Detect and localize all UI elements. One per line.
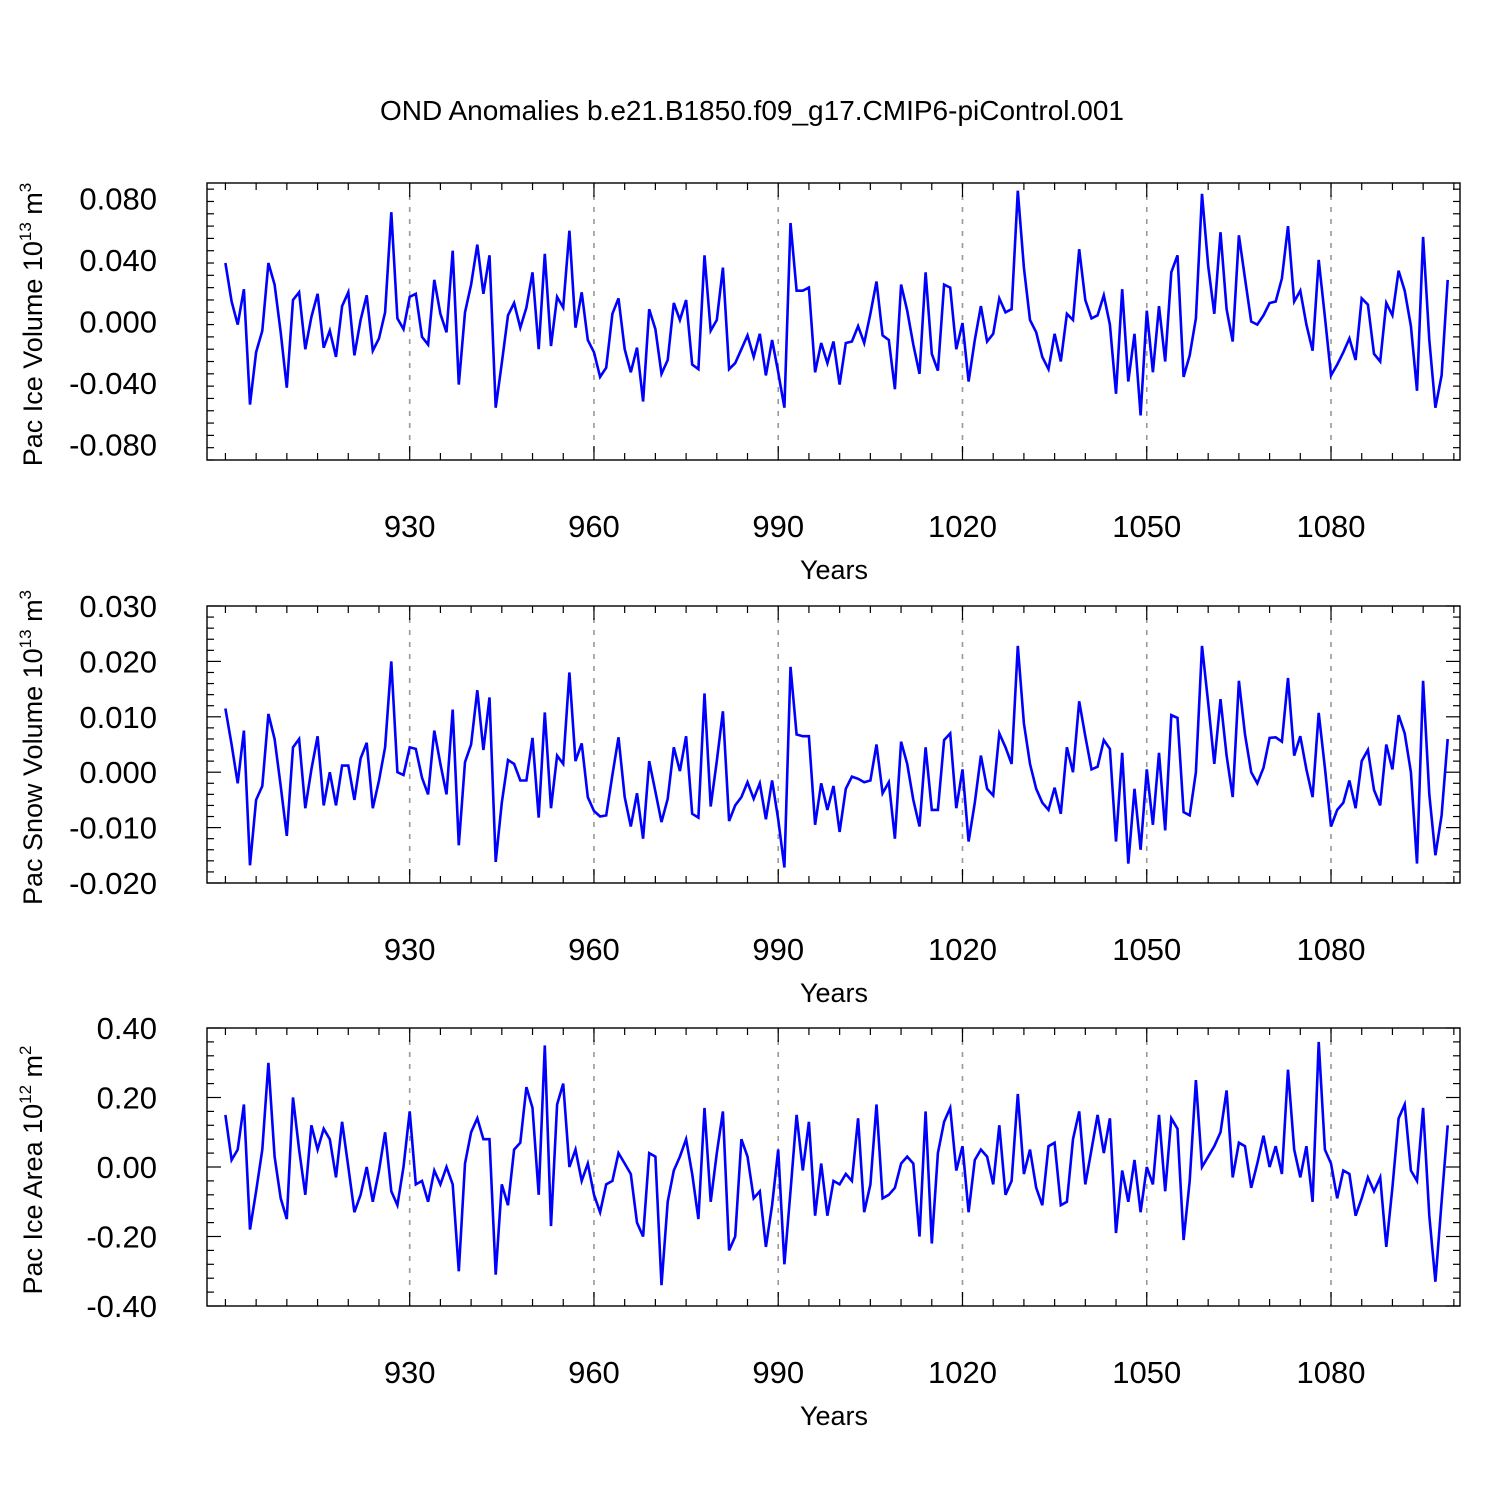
series-line [224,1041,1449,1286]
y-tick-label: 0.030 [79,589,157,624]
y-tick-label: 0.020 [79,644,157,679]
y-tick-label: -0.010 [69,811,157,846]
y-axis-title-exponent: 13 [16,629,35,648]
y-tick-label: -0.040 [69,366,157,401]
x-tick-label: 1020 [928,509,997,544]
y-axis-title: Pac Ice Area 1012 m2 [16,1045,48,1294]
y-axis-title: Pac Ice Volume 1013 m3 [16,183,48,467]
x-axis-title: Years [800,555,868,585]
panels: -0.080 -0.040 0.000 0.040 0.080 930 960 990 1020… [16,181,1461,1431]
x-tick-label: 1050 [1112,932,1181,967]
x-tick-label: 960 [568,932,620,967]
y-axis-title-text: Pac Ice Volume 10 [18,241,48,466]
y-tick-label: 0.00 [97,1150,157,1185]
x-tick-label: 990 [752,932,804,967]
figure-title: OND Anomalies b.e21.B1850.f09_g17.CMIP6-… [380,95,1124,126]
x-tick-label: 1020 [928,1355,997,1390]
x-tick-label: 1020 [928,932,997,967]
y-tick-label: -0.20 [86,1220,157,1255]
x-tick-label: 930 [384,1355,436,1390]
y-axis-title-exponent: 13 [16,222,35,241]
y-tick-label: -0.080 [69,428,157,463]
series-line [224,645,1449,868]
x-tick-label: 1080 [1297,932,1366,967]
y-tick-label: 0.20 [97,1081,157,1116]
chart-panel-3: -0.40 -0.20 0.00 0.20 0.40 930 960 990 1020 1050 1… [16,1011,1461,1431]
y-axis-title-unit-exponent: 3 [16,183,35,192]
y-axis-title-text: Pac Snow Volume 10 [18,648,48,905]
y-axis-title-unit: m [18,599,48,629]
y-tick-label: 0.040 [79,243,157,278]
y-axis-title-unit: m [18,1055,48,1085]
x-tick-label: 960 [568,509,620,544]
y-tick-label: 0.40 [97,1011,157,1046]
chart-panel-2: -0.020 -0.010 0.000 0.010 0.020 0.030 930 960 99… [16,589,1461,1008]
x-tick-label: 1050 [1112,1355,1181,1390]
y-tick-label: 0.010 [79,700,157,735]
x-tick-label: 930 [384,932,436,967]
y-tick-label: 0.000 [79,305,157,340]
y-tick-label: 0.000 [79,755,157,790]
x-tick-label: 930 [384,509,436,544]
y-axis-title-text: Pac Ice Area 10 [18,1104,48,1295]
x-tick-label: 1080 [1297,1355,1366,1390]
y-tick-label: -0.40 [86,1289,157,1324]
series-line [224,190,1449,416]
x-axis-title: Years [800,1401,868,1431]
chart-panel-1: -0.080 -0.040 0.000 0.040 0.080 930 960 990 1020… [16,181,1461,585]
x-tick-label: 960 [568,1355,620,1390]
x-tick-label: 990 [752,509,804,544]
y-tick-label: -0.020 [69,866,157,901]
y-axis-title-unit: m [18,192,48,222]
x-axis-title: Years [800,978,868,1008]
plot-frame [206,605,1461,884]
x-tick-label: 1050 [1112,509,1181,544]
y-axis-title: Pac Snow Volume 1013 m3 [16,590,48,905]
x-tick-label: 990 [752,1355,804,1390]
y-axis-title-unit-exponent: 3 [16,590,35,599]
x-tick-label: 1080 [1297,509,1366,544]
y-axis-title-exponent: 12 [16,1085,35,1104]
y-tick-label: 0.080 [79,181,157,216]
y-axis-title-unit-exponent: 2 [16,1045,35,1054]
plot-frame [206,182,1461,461]
